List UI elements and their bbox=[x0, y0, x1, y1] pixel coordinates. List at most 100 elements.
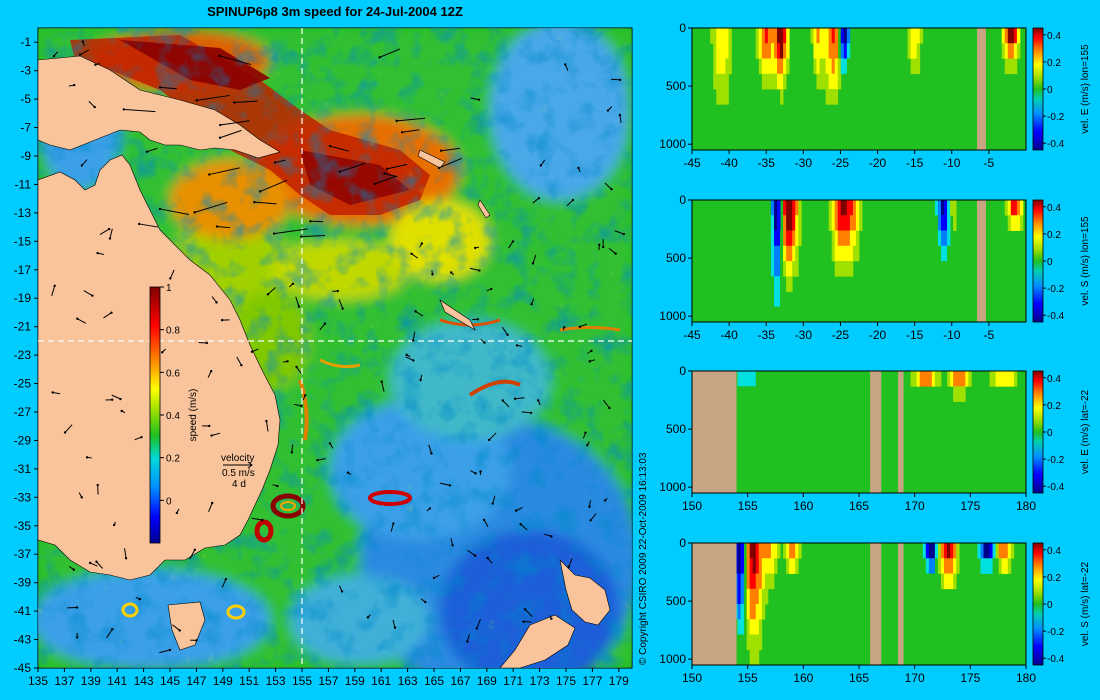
section-colorbar-tick-label: -0.4 bbox=[1047, 654, 1065, 665]
section-cell bbox=[783, 73, 787, 90]
velocity-arrow bbox=[521, 411, 532, 414]
section-cell bbox=[962, 371, 966, 387]
section-cell bbox=[1007, 28, 1012, 44]
velocity-arrow bbox=[83, 290, 93, 297]
section-cell bbox=[737, 558, 741, 574]
section-cell bbox=[859, 215, 863, 231]
section-cell bbox=[916, 28, 921, 44]
section-cell bbox=[834, 58, 839, 75]
section-cell bbox=[792, 245, 796, 262]
section-cell bbox=[770, 245, 775, 262]
section-cell bbox=[764, 588, 769, 605]
section-colorbar-tick-label: 0 bbox=[1047, 428, 1053, 439]
velocity-arrow-head bbox=[208, 424, 211, 428]
section-cell bbox=[1010, 58, 1015, 75]
velocity-arrow bbox=[124, 548, 127, 559]
section-colorbar-label: vel. E (m/s) lon=155 bbox=[1080, 44, 1091, 134]
velocity-arrow-head bbox=[323, 322, 327, 325]
map-x-tick-label: 169 bbox=[477, 674, 497, 688]
section-cell bbox=[752, 634, 757, 651]
section-cell bbox=[786, 558, 790, 574]
section-cell bbox=[792, 543, 796, 559]
section-cell bbox=[940, 573, 945, 590]
section-cell bbox=[1013, 28, 1018, 44]
section-cell bbox=[934, 558, 939, 574]
section-cell bbox=[770, 261, 775, 277]
section-cell bbox=[1016, 43, 1021, 59]
velocity-arrow bbox=[438, 157, 463, 169]
section-cell bbox=[852, 245, 857, 262]
section-land bbox=[692, 543, 737, 665]
section-x-tick-label: -40 bbox=[720, 156, 738, 170]
section-cell bbox=[1001, 43, 1006, 59]
section-cell bbox=[740, 588, 745, 605]
velocity-arrow bbox=[415, 310, 424, 317]
section-cell bbox=[777, 543, 781, 559]
velocity-arrow-head bbox=[513, 397, 517, 400]
new-caledonia bbox=[439, 299, 476, 331]
velocity-arrow-head bbox=[430, 452, 433, 455]
section-cell bbox=[819, 28, 823, 44]
section-cell bbox=[767, 215, 772, 231]
velocity-arrow bbox=[386, 163, 408, 170]
map-x-tick-label: 151 bbox=[239, 674, 259, 688]
section-cell bbox=[1004, 58, 1009, 75]
section-cell bbox=[780, 28, 784, 44]
velocity-arrow bbox=[603, 399, 610, 409]
section-cell bbox=[758, 371, 763, 387]
section-cell bbox=[755, 543, 760, 559]
section-cell bbox=[950, 558, 954, 574]
section-cell bbox=[713, 43, 717, 59]
velocity-arrow bbox=[470, 97, 480, 101]
velocity-arrow bbox=[566, 199, 574, 207]
velocity-arrow-head bbox=[91, 294, 94, 297]
section-colorbar-tick-label: 0.2 bbox=[1047, 58, 1061, 69]
section-cell bbox=[770, 43, 775, 59]
velocity-arrow bbox=[405, 356, 414, 361]
section-colorbar-tick-label: -0.4 bbox=[1047, 482, 1065, 493]
velocity-arrow bbox=[329, 145, 349, 152]
section-field bbox=[767, 200, 1024, 323]
velocity-arrow-head bbox=[224, 577, 228, 581]
section-cell bbox=[944, 261, 948, 277]
section-cell bbox=[940, 261, 945, 277]
section-cell bbox=[840, 28, 845, 44]
velocity-arrow bbox=[64, 424, 73, 433]
section-x-tick-label: -20 bbox=[869, 328, 887, 342]
section-cell bbox=[922, 543, 927, 559]
section-colorbar-tick-label: 0.2 bbox=[1047, 230, 1061, 241]
velocity-arrow bbox=[219, 129, 242, 139]
section-field bbox=[731, 543, 1015, 666]
velocity-arrow-head bbox=[341, 307, 344, 310]
velocity-arrow-head bbox=[482, 518, 486, 522]
section-cell bbox=[761, 543, 766, 559]
section-cell bbox=[825, 43, 830, 59]
velocity-arrow bbox=[392, 619, 396, 628]
section-x-tick-label: -40 bbox=[720, 328, 738, 342]
section-cell bbox=[780, 276, 784, 292]
section-cell bbox=[764, 43, 769, 59]
section-cell bbox=[910, 43, 915, 59]
velocity-arrow bbox=[81, 159, 88, 166]
section-cell bbox=[789, 245, 793, 262]
section-cell bbox=[928, 573, 933, 590]
section-cell bbox=[713, 58, 717, 75]
velocity-arrow-head bbox=[75, 606, 79, 609]
velocity-arrow-head bbox=[266, 293, 270, 296]
velocity-arrow bbox=[450, 538, 454, 546]
section-colorbar-tick-label: -0.2 bbox=[1047, 455, 1065, 466]
section-cell bbox=[795, 261, 799, 277]
section-colorbar-tick-label: -0.4 bbox=[1047, 139, 1065, 150]
section-cell bbox=[752, 386, 757, 402]
velocity-arrow-head bbox=[290, 451, 294, 454]
section-cell bbox=[773, 261, 778, 277]
section-cell bbox=[749, 634, 754, 651]
section-cell bbox=[795, 558, 799, 574]
map-y-tick-label: -15 bbox=[14, 234, 32, 248]
section-panel-4: 150 155 160 165 170 175 180 0 500 1000 0.4 0.2 0 -0.2… bbox=[659, 536, 1091, 685]
velocity-arrow-head bbox=[119, 397, 122, 401]
section-cell bbox=[728, 58, 732, 75]
section-cell bbox=[956, 371, 960, 387]
section-cell bbox=[777, 58, 781, 75]
colorbar-tick-label: 0.2 bbox=[166, 454, 180, 465]
